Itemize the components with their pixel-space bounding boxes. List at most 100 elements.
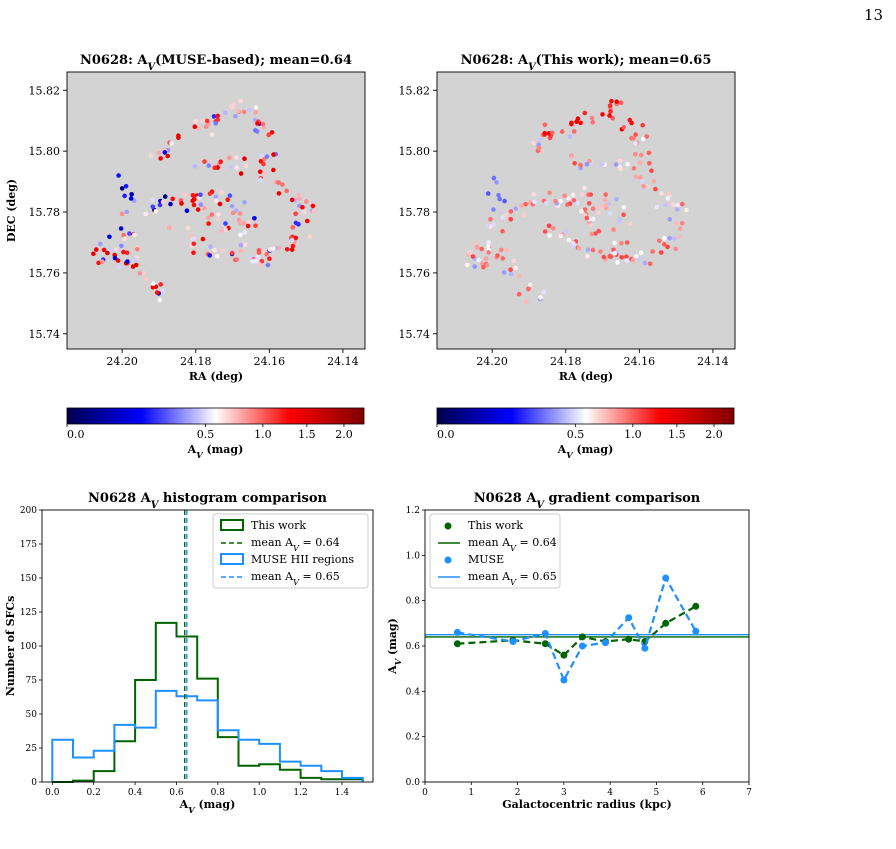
map-point [607, 211, 613, 216]
map-point [631, 258, 636, 263]
map-point [128, 196, 134, 201]
map-point [607, 253, 613, 259]
colorbar-tick-label: 1.5 [668, 428, 686, 441]
map-point [608, 109, 613, 114]
map-point [119, 211, 125, 217]
map-point [603, 192, 608, 197]
map-point [578, 120, 583, 126]
map-point [250, 259, 255, 264]
legend-box [429, 513, 561, 589]
map-point [168, 201, 173, 207]
legend-swatch [444, 556, 452, 564]
chart-title: N0628: AV(This work); mean=0.65 [461, 53, 712, 73]
x-axis-label: Galactocentric radius (kpc) [502, 798, 671, 811]
map-point [479, 246, 484, 252]
map-point [567, 134, 573, 140]
map-point [107, 234, 112, 240]
map-point [667, 191, 672, 197]
map-point [297, 196, 302, 202]
x-tick-label: 24.16 [254, 355, 286, 368]
x-tick-label: 1.2 [293, 788, 307, 798]
map-point [158, 156, 163, 161]
map-point [213, 198, 219, 203]
map-point [673, 220, 679, 226]
map-point [160, 288, 166, 293]
map-point [550, 226, 556, 231]
map-point [585, 247, 591, 253]
map-point [257, 169, 263, 175]
map-panel-this-work: 24.20 24.18 24.16 24.14 15.74 15.76 15.78 15.80… [399, 53, 736, 383]
map-point [588, 192, 594, 197]
map-point [200, 236, 206, 242]
map-point [141, 270, 146, 276]
x-tick-label: 24.18 [550, 355, 582, 368]
colorbar-tick-label: 1.0 [254, 428, 272, 441]
map-point [195, 207, 201, 212]
map-point [614, 99, 619, 104]
hist-bar [52, 740, 73, 782]
gradient-series-muse [453, 574, 700, 684]
map-point [638, 152, 644, 158]
map-point [589, 115, 595, 121]
map-point [590, 206, 596, 211]
map-point [280, 182, 285, 187]
map-point [196, 126, 201, 131]
map-point [677, 226, 683, 231]
map-point [129, 192, 134, 197]
map-point [541, 290, 546, 295]
map-point [169, 140, 174, 146]
map-point [213, 120, 218, 126]
map-point [241, 109, 247, 115]
map-point [537, 137, 542, 143]
map-point [271, 152, 276, 157]
y-tick-label: 15.78 [399, 206, 431, 219]
legend-label: MUSE [468, 553, 504, 566]
map-point [284, 247, 290, 252]
map-point [640, 179, 645, 184]
map-point [547, 190, 552, 195]
map-point [300, 204, 305, 210]
data-point [641, 644, 649, 652]
histogram-panel: 0.0 0.2 0.4 0.6 0.8 1.0 1.2 1.4 0 25 50 75 100 125 150… [4, 491, 374, 815]
data-point [625, 635, 633, 643]
map-point [575, 200, 581, 206]
y-tick-label: 0.2 [406, 733, 420, 743]
map-point [590, 247, 596, 253]
map-point [208, 244, 213, 249]
map-point [566, 196, 571, 201]
map-point [157, 202, 163, 208]
map-point [633, 132, 638, 137]
map-point [310, 203, 316, 209]
map-point [563, 229, 569, 235]
map-point [112, 255, 118, 261]
hist-bar [197, 700, 218, 782]
y-tick-label: 25 [26, 744, 38, 754]
map-point [665, 196, 671, 201]
hist-bar [259, 744, 280, 782]
map-point [176, 135, 181, 140]
map-point [238, 220, 243, 226]
map-point [619, 254, 624, 260]
map-point [500, 215, 506, 220]
map-point [671, 202, 676, 207]
chart-title: N0628 AV histogram comparison [88, 491, 327, 511]
y-tick-label: 15.74 [399, 328, 431, 341]
map-point [600, 161, 605, 167]
colorbar-tick-label: 0.5 [197, 428, 215, 441]
map-point [618, 100, 624, 105]
map-point [675, 202, 680, 208]
y-tick-label: 75 [26, 676, 38, 686]
map-point [629, 120, 634, 126]
map-point [495, 253, 500, 258]
map-point [499, 247, 504, 253]
map-point [516, 291, 522, 297]
map-point [307, 234, 313, 239]
y-tick-label: 15.76 [399, 267, 431, 280]
map-point [619, 241, 624, 246]
map-point [228, 164, 234, 170]
map-point [213, 194, 219, 200]
hist-bar [239, 740, 260, 782]
map-point [614, 197, 619, 202]
map-point [123, 183, 129, 189]
map-point [603, 203, 609, 208]
